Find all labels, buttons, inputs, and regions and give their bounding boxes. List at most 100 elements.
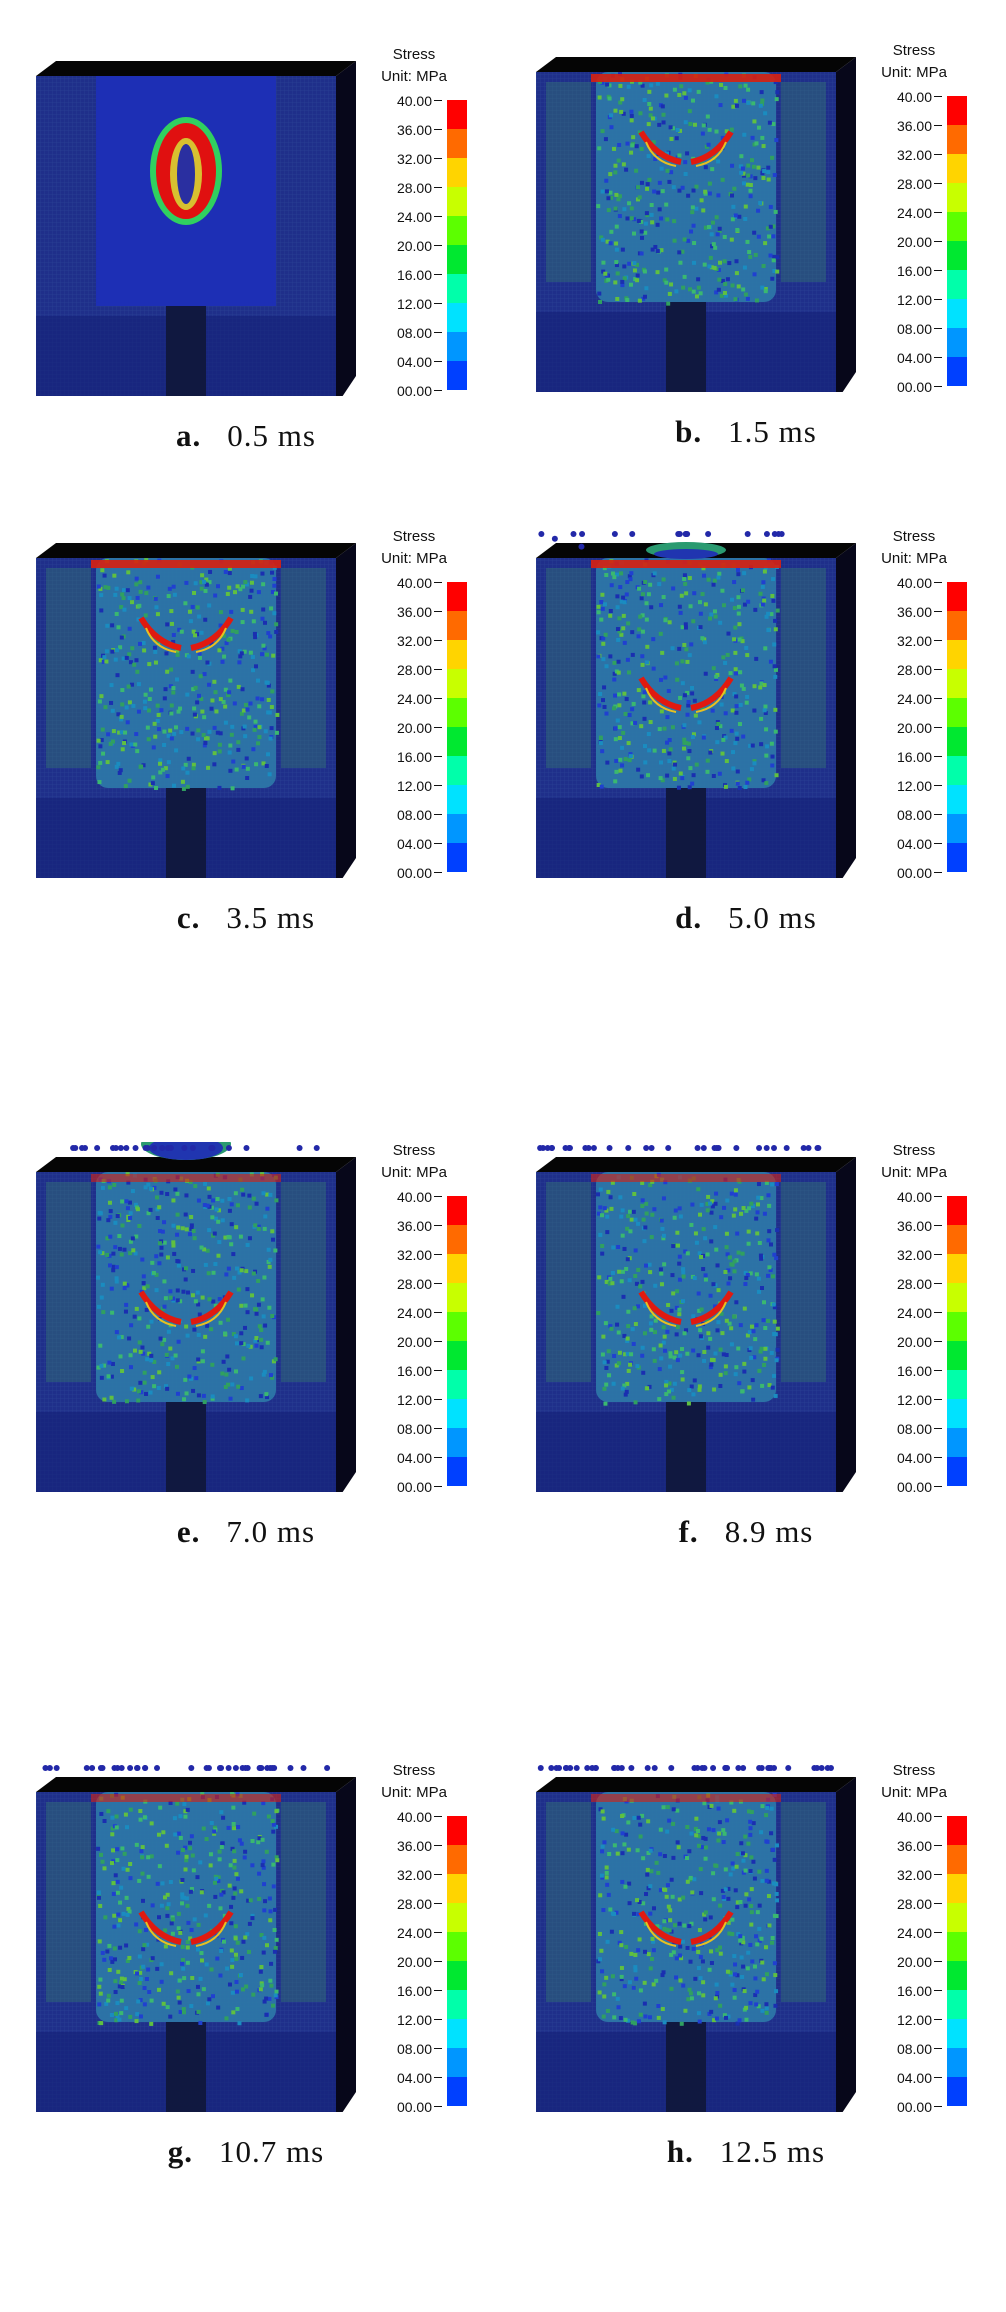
legend-tick-mark — [934, 328, 942, 329]
legend-tick-label: 32.00 — [896, 1867, 932, 1883]
stress-legend: Stress Unit: MPa 40.00 36.00 32.00 28.00 24.00… — [866, 1142, 1006, 1502]
panel-letter: e. — [176, 1514, 201, 1549]
legend-color-swatch — [947, 1254, 967, 1283]
panel-caption: e. 7.0 ms — [36, 1514, 456, 1550]
legend-tick-label: 04.00 — [396, 354, 432, 370]
legend-color-swatch — [447, 727, 467, 756]
legend-tick-mark — [934, 669, 942, 670]
legend-tick-mark — [434, 1903, 442, 1904]
legend-tick-label: 16.00 — [896, 263, 932, 279]
panel-caption: a. 0.5 ms — [36, 418, 456, 454]
legend-tick-label: 40.00 — [396, 1189, 432, 1205]
legend-tick-mark — [434, 332, 442, 333]
legend-color-swatch — [947, 1399, 967, 1428]
panel-letter: g. — [167, 2134, 194, 2169]
legend-tick-mark — [934, 785, 942, 786]
legend-tick-label: 12.00 — [396, 296, 432, 312]
legend-color-swatch — [947, 1903, 967, 1932]
legend-color-swatch — [947, 270, 967, 299]
legend-tick-mark — [934, 698, 942, 699]
legend-tick-label: 28.00 — [896, 662, 932, 678]
legend-tick-label: 40.00 — [396, 93, 432, 109]
legend-color-swatch — [447, 1903, 467, 1932]
legend-tick-mark — [434, 187, 442, 188]
legend-tick-label: 04.00 — [396, 2070, 432, 2086]
legend-color-swatch — [447, 187, 467, 216]
legend-color-swatch — [947, 1990, 967, 2019]
panel-caption: b. 1.5 ms — [536, 414, 956, 450]
legend-tick-label: 16.00 — [396, 749, 432, 765]
legend-title: Stress — [392, 46, 436, 63]
legend-tick-mark — [434, 245, 442, 246]
legend-color-swatch — [947, 1283, 967, 1312]
legend-tick-mark — [934, 1932, 942, 1933]
legend-tick-mark — [434, 2019, 442, 2020]
legend-color-swatch — [447, 216, 467, 245]
legend-tick-label: 20.00 — [396, 1954, 432, 1970]
legend-tick-label: 40.00 — [396, 575, 432, 591]
panel-time: 12.5 ms — [719, 2134, 826, 2169]
legend-tick-mark — [434, 1283, 442, 1284]
legend-tick-label: 36.00 — [896, 1218, 932, 1234]
stress-legend: Stress Unit: MPa 40.00 36.00 32.00 28.00 24.00… — [866, 528, 1006, 888]
legend-tick-label: 28.00 — [896, 176, 932, 192]
legend-color-swatch — [447, 2077, 467, 2106]
legend-tick-mark — [934, 1283, 942, 1284]
legend-tick-label: 08.00 — [396, 2041, 432, 2057]
stress-legend: Stress Unit: MPa 40.00 36.00 32.00 28.00 24.00… — [366, 1762, 506, 2122]
legend-color-swatch — [947, 241, 967, 270]
panel-caption: g. 10.7 ms — [36, 2134, 456, 2170]
legend-tick-label: 04.00 — [896, 2070, 932, 2086]
legend-tick-label: 12.00 — [396, 2012, 432, 2028]
legend-tick-label: 00.00 — [896, 865, 932, 881]
legend-tick-label: 04.00 — [896, 350, 932, 366]
legend-tick-mark — [434, 640, 442, 641]
legend-tick-label: 28.00 — [896, 1896, 932, 1912]
panel-h: Stress Unit: MPa 40.00 36.00 32.00 28.00 24.00… — [536, 1762, 1006, 2312]
simulation-block — [36, 543, 356, 878]
legend-color-swatch — [447, 1370, 467, 1399]
legend-title: Stress — [892, 1142, 936, 1159]
legend-color-swatch — [447, 1845, 467, 1874]
panel-caption: d. 5.0 ms — [536, 900, 956, 936]
legend-color-swatch — [947, 183, 967, 212]
legend-tick-label: 28.00 — [896, 1276, 932, 1292]
legend-tick-mark — [434, 1225, 442, 1226]
legend-color-swatch — [947, 1428, 967, 1457]
legend-tick-mark — [934, 241, 942, 242]
legend-tick-mark — [434, 1457, 442, 1458]
panel-time: 3.5 ms — [226, 900, 316, 935]
legend-tick-mark — [934, 2106, 942, 2107]
legend-color-swatch — [947, 698, 967, 727]
legend-unit: Unit: MPa — [881, 64, 947, 81]
legend-tick-label: 20.00 — [896, 1334, 932, 1350]
legend-tick-label: 16.00 — [396, 1363, 432, 1379]
legend-tick-label: 40.00 — [896, 1189, 932, 1205]
legend-color-swatch — [947, 611, 967, 640]
legend-tick-mark — [934, 1312, 942, 1313]
legend-tick-mark — [434, 1341, 442, 1342]
legend-color-swatch — [447, 756, 467, 785]
color-scale: 40.00 36.00 32.00 28.00 24.00 20.00 16.00 12.00… — [374, 1190, 484, 1496]
legend-tick-mark — [434, 1312, 442, 1313]
legend-tick-mark — [434, 129, 442, 130]
legend-color-swatch — [947, 1457, 967, 1486]
legend-tick-label: 32.00 — [396, 633, 432, 649]
legend-tick-mark — [434, 2106, 442, 2107]
legend-color-swatch — [947, 814, 967, 843]
simulation-block — [536, 1145, 856, 1492]
legend-color-swatch — [947, 154, 967, 183]
legend-unit: Unit: MPa — [381, 68, 447, 85]
legend-tick-label: 08.00 — [396, 807, 432, 823]
legend-tick-mark — [434, 698, 442, 699]
legend-tick-mark — [434, 2048, 442, 2049]
legend-tick-mark — [934, 1486, 942, 1487]
legend-tick-mark — [934, 2077, 942, 2078]
legend-color-swatch — [947, 1874, 967, 1903]
legend-tick-mark — [934, 386, 942, 387]
legend-tick-mark — [434, 756, 442, 757]
legend-tick-mark — [434, 1196, 442, 1197]
legend-tick-label: 00.00 — [896, 2099, 932, 2115]
panel-time: 1.5 ms — [728, 414, 817, 449]
simulation-block — [36, 61, 356, 396]
